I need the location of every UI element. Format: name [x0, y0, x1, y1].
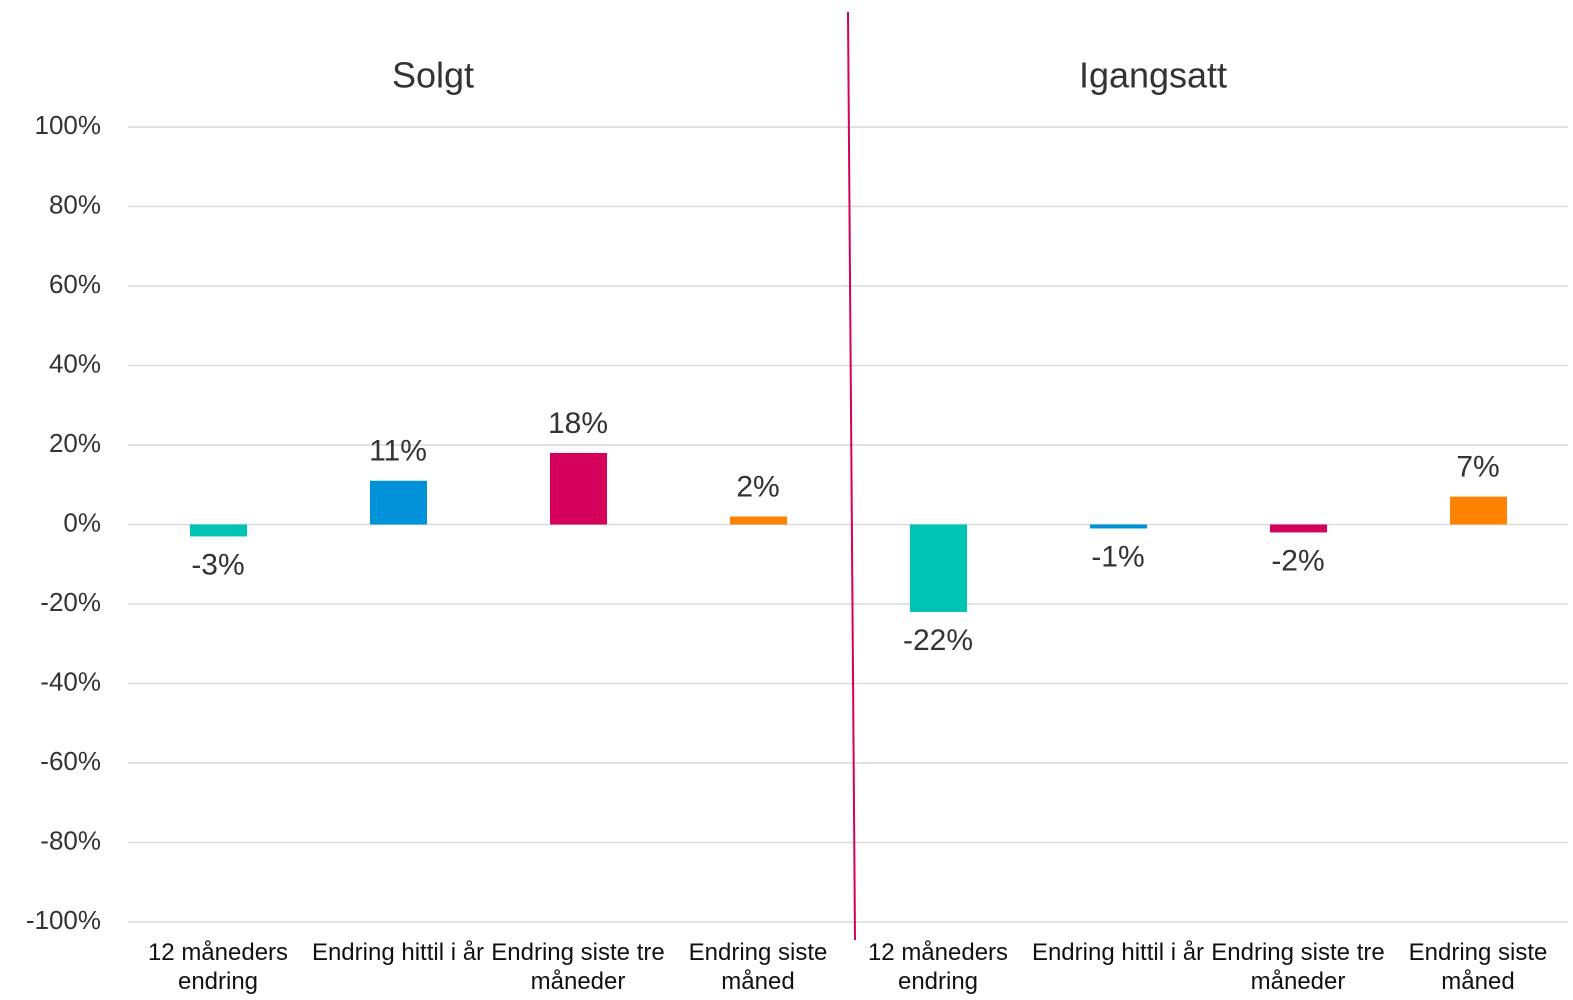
value-label: 11%: [369, 435, 427, 468]
x-tick-label: 12 måneders endring: [867, 939, 1009, 995]
bar: [370, 480, 427, 525]
y-tick-label: 0%: [63, 507, 101, 537]
value-label: 2%: [736, 470, 779, 503]
x-tick-label: Endring siste tre måneder: [1211, 939, 1385, 995]
value-label: 18%: [548, 407, 608, 440]
bar: [1450, 496, 1507, 525]
y-tick-label: 100%: [35, 110, 102, 140]
bar: [190, 524, 247, 537]
x-tick-label: Endring siste måned: [1408, 939, 1548, 995]
value-label: 7%: [1456, 451, 1499, 484]
y-tick-label: -80%: [40, 825, 101, 855]
bar: [910, 524, 967, 612]
value-label: -1%: [1091, 540, 1144, 573]
bar: [1270, 524, 1327, 533]
value-label: -3%: [191, 548, 244, 581]
y-tick-label: 60%: [49, 269, 101, 299]
y-tick-label: -100%: [26, 905, 101, 935]
bar: [550, 452, 607, 525]
y-tick-label: -60%: [40, 746, 101, 776]
x-tick-label: Endring hittil i år: [1031, 939, 1205, 966]
y-tick-label: 80%: [49, 189, 101, 219]
y-tick-label: 20%: [49, 428, 101, 458]
value-label: -2%: [1271, 544, 1324, 577]
group-divider: [847, 11, 856, 941]
group-title: Solgt: [392, 55, 474, 96]
y-tick-label: -20%: [40, 587, 101, 617]
y-tick-label: -40%: [40, 666, 101, 696]
value-label: -22%: [903, 624, 973, 657]
x-tick-label: Endring hittil i år: [311, 939, 485, 966]
x-tick-label: Endring siste måned: [688, 939, 828, 995]
bar: [1090, 524, 1147, 529]
y-tick-label: 40%: [49, 348, 101, 378]
x-tick-label: Endring siste tre måneder: [491, 939, 665, 995]
group-title: Igangsatt: [1079, 55, 1227, 96]
bar: [730, 516, 787, 525]
x-tick-label: 12 måneders endring: [147, 939, 289, 995]
